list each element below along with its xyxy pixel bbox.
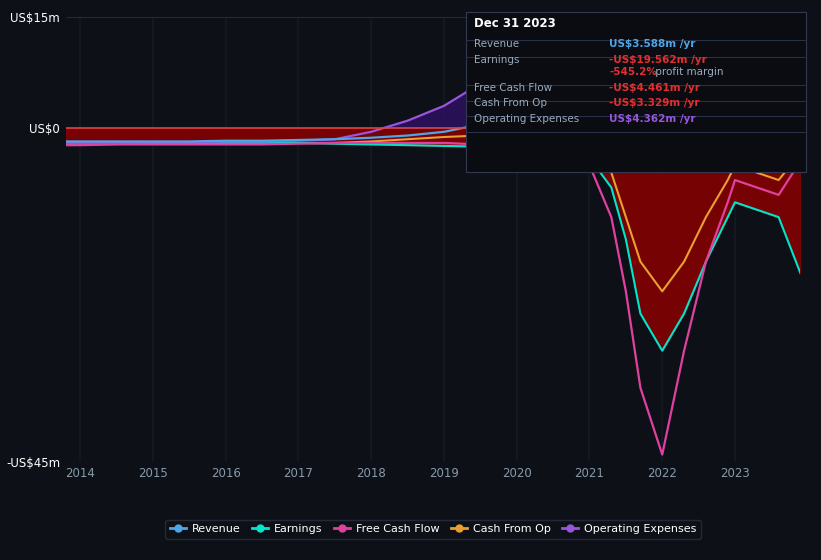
Text: -545.2%: -545.2%: [609, 67, 657, 77]
Legend: Revenue, Earnings, Free Cash Flow, Cash From Op, Operating Expenses: Revenue, Earnings, Free Cash Flow, Cash …: [165, 520, 701, 539]
Text: Free Cash Flow: Free Cash Flow: [474, 83, 552, 93]
Text: Revenue: Revenue: [474, 39, 519, 49]
Text: profit margin: profit margin: [652, 67, 723, 77]
Text: Dec 31 2023: Dec 31 2023: [474, 17, 556, 30]
Text: -US$19.562m /yr: -US$19.562m /yr: [609, 55, 707, 65]
Text: US$4.362m /yr: US$4.362m /yr: [609, 114, 695, 124]
Text: Operating Expenses: Operating Expenses: [474, 114, 579, 124]
Text: -US$3.329m /yr: -US$3.329m /yr: [609, 99, 699, 109]
Text: Cash From Op: Cash From Op: [474, 99, 547, 109]
Text: US$3.588m /yr: US$3.588m /yr: [609, 39, 695, 49]
Text: -US$4.461m /yr: -US$4.461m /yr: [609, 83, 700, 93]
Text: Earnings: Earnings: [474, 55, 519, 65]
